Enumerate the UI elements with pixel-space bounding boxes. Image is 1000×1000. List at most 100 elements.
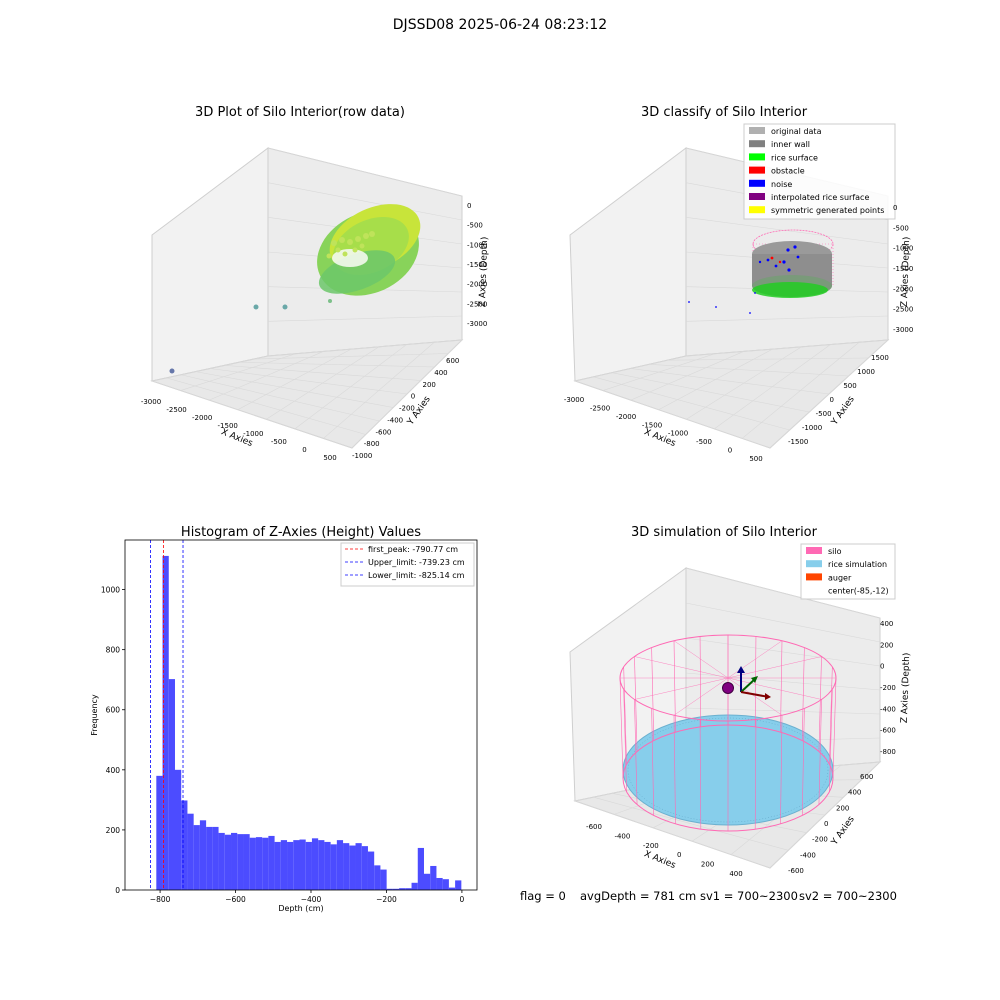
y-ticks: 0 200 400 600 800 1000 xyxy=(101,586,125,895)
z-tick-label: 200 xyxy=(880,641,893,649)
x-tick-label: -1000 xyxy=(668,430,688,438)
z-tick-label: 0 xyxy=(893,204,897,212)
legend-label: Lower_limit: -825.14 cm xyxy=(368,571,465,580)
z-tick-label: -1000 xyxy=(893,245,913,253)
z-tick-label: -1500 xyxy=(467,261,487,269)
silo-roof-spoke xyxy=(673,640,729,679)
histogram-bar xyxy=(392,888,400,890)
silo-wireframe-ribs xyxy=(619,635,837,831)
histogram-bar xyxy=(436,877,443,890)
silo-rib xyxy=(651,647,655,741)
z-tick-label: -3000 xyxy=(893,326,913,334)
histogram-bar xyxy=(399,888,406,890)
legend-label: silo xyxy=(828,547,842,556)
histogram-bar xyxy=(411,882,418,890)
subplot-raw-3d: 3D Plot of Silo Interior(row data) -3 xyxy=(141,105,490,462)
legend-label: original data xyxy=(771,127,822,136)
silo-rib xyxy=(818,656,822,752)
axis-arrow-y xyxy=(740,678,756,693)
histogram-bar xyxy=(405,888,412,890)
histogram-bar xyxy=(380,869,387,890)
y-tick-label: -400 xyxy=(387,416,403,424)
histogram-bar xyxy=(448,887,456,890)
histogram-bar xyxy=(361,846,368,890)
silo-rib xyxy=(651,708,655,816)
outlier-point xyxy=(253,304,259,310)
histogram-bar xyxy=(231,832,238,890)
axes-grid xyxy=(574,147,889,449)
x-axis-label: X Axies xyxy=(642,849,677,871)
x-tick-label: 200 xyxy=(701,861,714,869)
y-tick-label: 400 xyxy=(106,766,121,775)
y-tick-label: 200 xyxy=(836,804,849,812)
z-tick-label: -200 xyxy=(880,684,896,692)
histogram-bars xyxy=(156,555,462,890)
legend-label: inner wall xyxy=(771,140,810,149)
x-tick-label: -200 xyxy=(643,842,659,850)
silo-roof-spoke xyxy=(727,677,822,700)
silo-rib xyxy=(829,666,833,765)
legend-swatch xyxy=(749,127,765,134)
legend-label: Upper_limit: -739.23 cm xyxy=(368,558,465,567)
axis-arrow-x xyxy=(740,691,770,698)
x-tick-label: -500 xyxy=(696,438,712,446)
legend-label: auger xyxy=(828,573,852,582)
histogram-bar xyxy=(199,820,207,890)
histogram-bar xyxy=(218,832,225,890)
legend-swatch xyxy=(749,193,765,200)
silo-roof-spoke xyxy=(634,677,729,700)
x-tick-label: -1000 xyxy=(243,430,263,438)
y-tick-label: 0 xyxy=(830,396,834,404)
silo-roof-spoke xyxy=(727,677,783,716)
legend-label: rice simulation xyxy=(828,560,887,569)
x-tick-labels: -3000 -2500 -2000 -1500 -1000 -500 0 500 xyxy=(564,396,763,463)
x-tick-label: -2500 xyxy=(166,406,186,414)
silo-rib xyxy=(673,640,676,733)
silo-rib xyxy=(754,719,757,830)
x-tick-label: −400 xyxy=(301,895,322,904)
y-tick-label: 200 xyxy=(106,826,121,835)
y-tick-label: -600 xyxy=(788,867,804,875)
x-tick-label: 500 xyxy=(749,455,762,463)
histogram-bar xyxy=(174,769,182,890)
y-tick-label: 0 xyxy=(411,393,415,401)
silo-rib xyxy=(801,708,805,816)
histogram-bar xyxy=(423,873,431,890)
simulation-model xyxy=(619,634,837,832)
z-tick-label: -400 xyxy=(880,705,896,713)
z-tick-labels: 0 -500 -1000 -1500 -2000 -2500 -3000 xyxy=(467,202,487,328)
histogram-bar xyxy=(262,837,269,890)
x-tick-label: −200 xyxy=(376,895,397,904)
z-tick-label: -2000 xyxy=(467,281,487,289)
silo-roof-spoke xyxy=(727,656,822,679)
x-tick-label: -400 xyxy=(614,832,630,840)
legend-label: noise xyxy=(771,180,792,189)
outlier-point xyxy=(328,299,332,303)
y-tick-label: 400 xyxy=(434,369,447,377)
y-tick-label: 500 xyxy=(843,382,856,390)
x-tick-label: 400 xyxy=(729,870,742,878)
z-tick-label: -800 xyxy=(880,748,896,756)
y-tick-label: 800 xyxy=(106,646,121,655)
outlier-point xyxy=(282,304,288,310)
z-tick-label: -2500 xyxy=(893,306,913,314)
x-tick-label: -3000 xyxy=(141,398,161,406)
legend-label: center(-85,-12) xyxy=(828,587,889,596)
axes-grid xyxy=(151,147,463,449)
histogram-bar xyxy=(455,880,462,890)
histogram-bar xyxy=(417,847,424,890)
y-tick-label: -400 xyxy=(800,851,816,859)
y-tick-label: -200 xyxy=(399,405,415,413)
auger-marker xyxy=(722,682,734,694)
y-tick-label: 0 xyxy=(115,886,120,895)
legend: first_peak: -790.77 cm Upper_limit: -739.… xyxy=(340,542,475,587)
y-tick-label: -1000 xyxy=(352,452,372,460)
rice-surface xyxy=(752,282,828,298)
histogram-bar xyxy=(311,838,319,890)
silo-roof-spoke xyxy=(673,677,729,716)
histogram-bar xyxy=(343,843,350,890)
legend-label: rice surface xyxy=(771,153,818,162)
histogram-bar xyxy=(243,834,250,890)
footer-sv1: sv1 = 700~2300 xyxy=(700,889,798,903)
